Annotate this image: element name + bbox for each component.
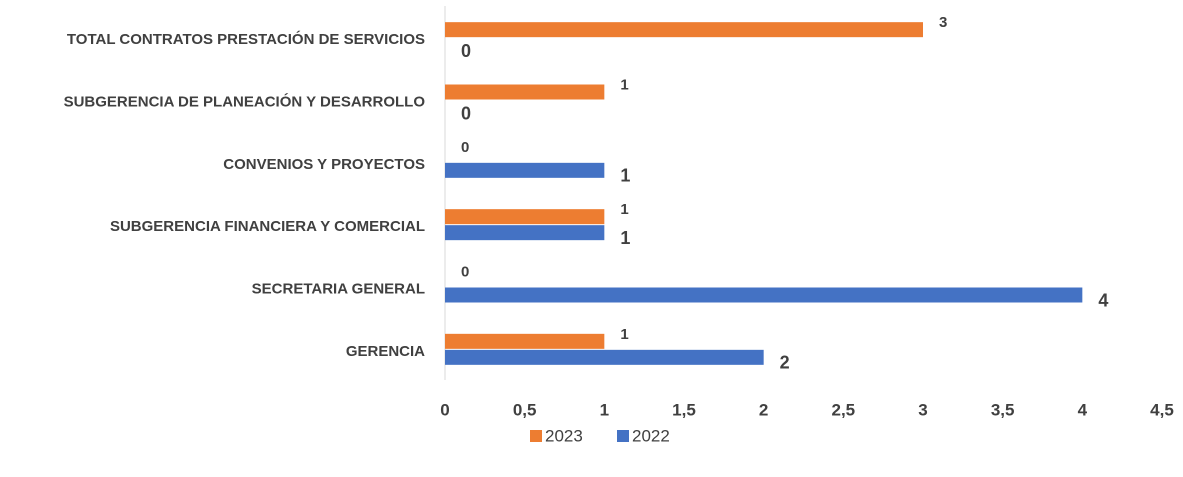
- bar: [445, 225, 605, 241]
- data-label: 1: [620, 76, 628, 93]
- legend-swatch: [530, 430, 542, 442]
- legend-swatch: [617, 430, 629, 442]
- category-label: SUBGERENCIA FINANCIERA Y COMERCIAL: [110, 218, 425, 235]
- data-label: 0: [461, 103, 471, 123]
- bar: [445, 84, 605, 100]
- x-tick-label: 4,5: [1150, 400, 1174, 419]
- category-label: TOTAL CONTRATOS PRESTACIÓN DE SERVICIOS: [67, 30, 425, 48]
- x-tick-label: 1: [600, 400, 609, 419]
- bar: [445, 349, 764, 365]
- x-tick-label: 3: [918, 400, 927, 419]
- x-tick-label: 2,5: [832, 400, 856, 419]
- bar: [445, 333, 605, 349]
- category-label: SECRETARIA GENERAL: [252, 280, 425, 297]
- category-label: GERENCIA: [346, 343, 425, 360]
- legend-label: 2022: [632, 426, 670, 445]
- data-label: 1: [620, 326, 628, 343]
- x-tick-label: 2: [759, 400, 768, 419]
- x-tick-label: 0,5: [513, 400, 537, 419]
- data-label: 4: [1098, 290, 1108, 310]
- category-label: SUBGERENCIA DE PLANEACIÓN Y DESARROLLO: [64, 92, 426, 110]
- x-tick-label: 0: [440, 400, 449, 419]
- bar: [445, 162, 605, 178]
- bar: [445, 209, 605, 225]
- x-tick-label: 3,5: [991, 400, 1015, 419]
- bar: [445, 287, 1083, 303]
- category-label: CONVENIOS Y PROYECTOS: [223, 156, 425, 173]
- data-label: 1: [620, 166, 630, 186]
- data-label: 0: [461, 41, 471, 61]
- data-label: 1: [620, 228, 630, 248]
- x-tick-label: 1,5: [672, 400, 696, 419]
- legend-label: 2023: [545, 426, 583, 445]
- data-label: 3: [939, 14, 947, 31]
- data-label: 2: [780, 353, 790, 373]
- data-label: 0: [461, 263, 469, 280]
- data-label: 0: [461, 139, 469, 156]
- data-label: 1: [620, 201, 628, 218]
- bar: [445, 22, 923, 38]
- x-tick-label: 4: [1078, 400, 1088, 419]
